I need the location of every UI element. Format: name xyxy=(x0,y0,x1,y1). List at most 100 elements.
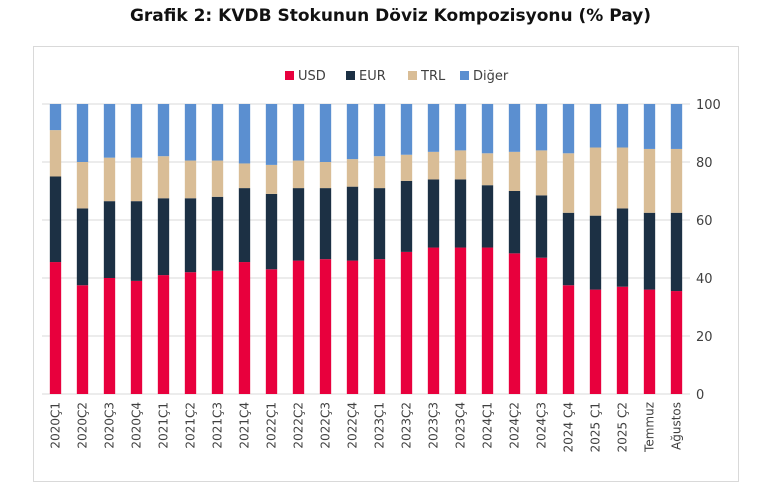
bar-segment-trl xyxy=(373,156,386,189)
bar-segment-diğer xyxy=(76,104,89,162)
bar-segment-trl xyxy=(157,156,170,199)
bar-segment-eur xyxy=(481,185,494,248)
bar-segment-trl xyxy=(454,150,467,180)
bar-segment-usd xyxy=(265,269,278,394)
bar-segment-eur xyxy=(130,201,143,281)
bar-segment-eur xyxy=(616,208,629,287)
bar-segment-eur xyxy=(49,176,62,263)
x-tick-label: 2022Ç3 xyxy=(319,402,333,449)
x-tick-label: 2025 Ç1 xyxy=(589,402,603,452)
bar-segment-eur xyxy=(292,188,305,261)
bar-segment-trl xyxy=(265,164,278,194)
x-tick-label: 2024Ç1 xyxy=(481,402,495,449)
x-tick-label: 2020Ç4 xyxy=(130,402,144,449)
chart-title: Grafik 2: KVDB Stokunun Döviz Kompozisyo… xyxy=(129,6,652,26)
bar-segment-diğer xyxy=(400,104,413,155)
legend-label: Diğer xyxy=(473,69,509,84)
x-tick-label: 2021Ç4 xyxy=(238,402,252,449)
x-tick-label: Ağustos xyxy=(670,402,684,450)
bar-segment-diğer xyxy=(157,104,170,157)
legend-label: EUR xyxy=(359,69,386,84)
bar-segment-trl xyxy=(211,160,224,197)
bar-segment-usd xyxy=(157,275,170,394)
bar-segment-eur xyxy=(238,188,251,263)
x-tick-label: 2021Ç3 xyxy=(211,402,225,449)
bar-segment-diğer xyxy=(49,104,62,131)
bar-segment-usd xyxy=(616,286,629,394)
bar-segment-usd xyxy=(454,247,467,394)
bar-segment-diğer xyxy=(589,104,602,148)
bar-segment-usd xyxy=(508,253,521,394)
x-tick-label: 2023Ç1 xyxy=(373,402,387,449)
bar-segment-diğer xyxy=(670,104,683,149)
bar-segment-diğer xyxy=(211,104,224,161)
x-tick-label: 2022Ç2 xyxy=(292,402,306,449)
bar-segment-trl xyxy=(670,148,683,213)
bar-segment-usd xyxy=(346,260,359,394)
x-tick-label: 2022Ç4 xyxy=(346,402,360,449)
bar-segment-diğer xyxy=(319,104,332,162)
bar-segment-diğer xyxy=(616,104,629,148)
x-tick-label: 2020Ç2 xyxy=(76,402,90,449)
bar-segment-eur xyxy=(589,215,602,290)
bar-segment-eur xyxy=(184,198,197,273)
bar-segment-trl xyxy=(238,163,251,189)
bar-segment-usd xyxy=(373,259,386,394)
bar-segment-diğer xyxy=(184,104,197,161)
bar-segment-trl xyxy=(49,130,62,177)
bar-segment-diğer xyxy=(643,104,656,149)
bar-segment-diğer xyxy=(535,104,548,151)
x-tick-label: 2024Ç2 xyxy=(508,402,522,449)
bar-segment-trl xyxy=(616,147,629,209)
bar-segment-trl xyxy=(76,162,89,209)
x-tick-label: 2023Ç2 xyxy=(400,402,414,449)
x-tick-label: Temmuz xyxy=(643,402,657,453)
x-tick-label: 2025 Ç2 xyxy=(616,402,630,452)
bar-segment-usd xyxy=(292,260,305,394)
bar-segment-diğer xyxy=(427,104,440,152)
bar-segment-diğer xyxy=(562,104,575,154)
bar-segment-eur xyxy=(643,212,656,290)
bar-segment-diğer xyxy=(238,104,251,164)
x-tick-label: 2023Ç3 xyxy=(427,402,441,449)
bar-segment-trl xyxy=(103,157,116,202)
bar-segment-eur xyxy=(535,195,548,258)
x-tick-label: 2020Ç3 xyxy=(103,402,117,449)
bar-segment-eur xyxy=(373,188,386,260)
bar-segment-usd xyxy=(562,285,575,394)
bar-segment-trl xyxy=(292,160,305,189)
bar-segment-usd xyxy=(103,278,116,394)
bar-segment-eur xyxy=(670,212,683,292)
bar-segment-eur xyxy=(265,193,278,270)
bar-segment-usd xyxy=(427,247,440,394)
bar-segment-trl xyxy=(184,160,197,199)
legend-swatch xyxy=(346,71,355,80)
bar-segment-diğer xyxy=(346,104,359,160)
bar-segment-trl xyxy=(562,153,575,213)
bar-segment-usd xyxy=(238,262,251,394)
bar-segment-usd xyxy=(670,291,683,394)
y-tick-label: 0 xyxy=(696,388,704,403)
bar-segment-eur xyxy=(454,179,467,248)
bar-segment-diğer xyxy=(292,104,305,161)
x-tick-label: 2022Ç1 xyxy=(265,402,279,449)
y-tick-label: 60 xyxy=(696,214,713,229)
bar-segment-usd xyxy=(211,270,224,394)
bar-segment-diğer xyxy=(454,104,467,151)
bar-segment-usd xyxy=(400,251,413,394)
bar-segment-trl xyxy=(589,147,602,216)
bar-segment-eur xyxy=(103,201,116,278)
bar-segment-trl xyxy=(319,162,332,189)
bar-segment-usd xyxy=(76,285,89,394)
bar-segment-diğer xyxy=(373,104,386,157)
bar-segment-eur xyxy=(76,208,89,286)
bar-segment-trl xyxy=(508,151,521,191)
y-tick-label: 40 xyxy=(696,272,713,287)
bar-segment-usd xyxy=(643,289,656,394)
x-tick-label: 2021Ç2 xyxy=(184,402,198,449)
bar-segment-usd xyxy=(535,257,548,394)
bar-segment-eur xyxy=(157,198,170,276)
bar-segment-usd xyxy=(184,272,197,394)
x-tick-label: 2021Ç1 xyxy=(157,402,171,449)
